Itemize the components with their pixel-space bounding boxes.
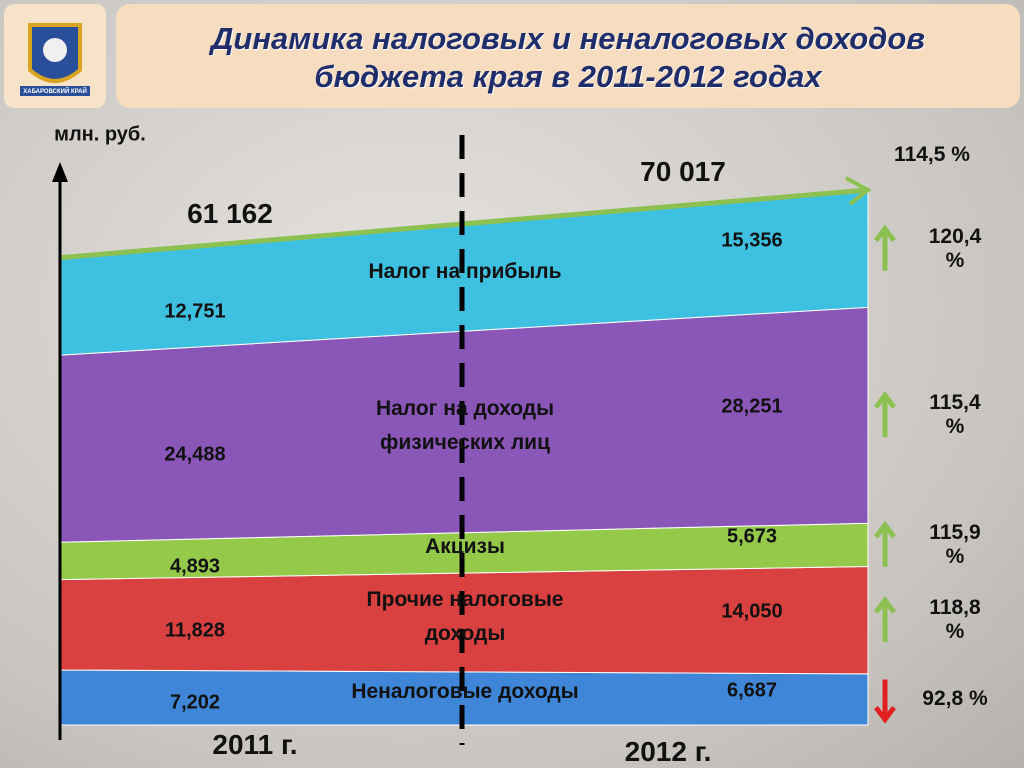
series-name: Неналоговые доходы — [351, 680, 579, 704]
value-label: 12,751 — [164, 300, 226, 323]
x-tick-label: 2011 г. — [212, 729, 298, 760]
value-label: 28,251 — [721, 395, 783, 418]
title: Динамика налоговых и неналоговых доходов… — [211, 21, 925, 94]
growth-label: 120,4 % — [928, 224, 982, 272]
growth-arrow — [874, 520, 896, 567]
total-arrowhead — [845, 176, 872, 206]
y-axis-arrow — [52, 162, 68, 182]
series-name: Акцизы — [425, 534, 505, 558]
value-label: 14,050 — [721, 600, 783, 623]
value-label: 24,488 — [164, 443, 226, 466]
logo-emblem — [43, 38, 67, 62]
title-box — [116, 4, 1020, 108]
growth-label: 114,5 % — [894, 143, 970, 166]
total-label: 70 017 — [640, 156, 726, 187]
growth-label: 115,9 % — [929, 520, 981, 568]
value-label: 5,673 — [726, 525, 778, 548]
growth-label: 92,8 % — [922, 687, 988, 711]
x-tick-label: 2012 г. — [624, 736, 712, 767]
series-name: Налог на прибыль — [368, 259, 562, 283]
total-label: 61 162 — [187, 197, 273, 229]
growth-label: 118,8 % — [929, 596, 981, 644]
value-label: 4,893 — [169, 555, 221, 578]
series-name: Прочие налоговые доходы — [366, 587, 564, 645]
growth-arrow — [874, 224, 896, 271]
logo-text: ХАБАРОВСКИЙ КРАЙ — [23, 87, 87, 95]
growth-label: 115,4 % — [929, 391, 981, 439]
growth-arrow — [874, 391, 896, 438]
value-label: 7,202 — [169, 691, 221, 714]
value-label: 6,687 — [726, 679, 778, 702]
growth-arrow — [874, 596, 896, 643]
value-label: 11,828 — [164, 619, 226, 642]
y-axis-label: млн. руб. — [54, 123, 146, 146]
series-name: Налог на доходы физических лиц — [375, 396, 555, 454]
value-label: 15,356 — [721, 229, 783, 252]
growth-arrow — [874, 679, 896, 724]
logo-ribbon — [20, 86, 90, 96]
